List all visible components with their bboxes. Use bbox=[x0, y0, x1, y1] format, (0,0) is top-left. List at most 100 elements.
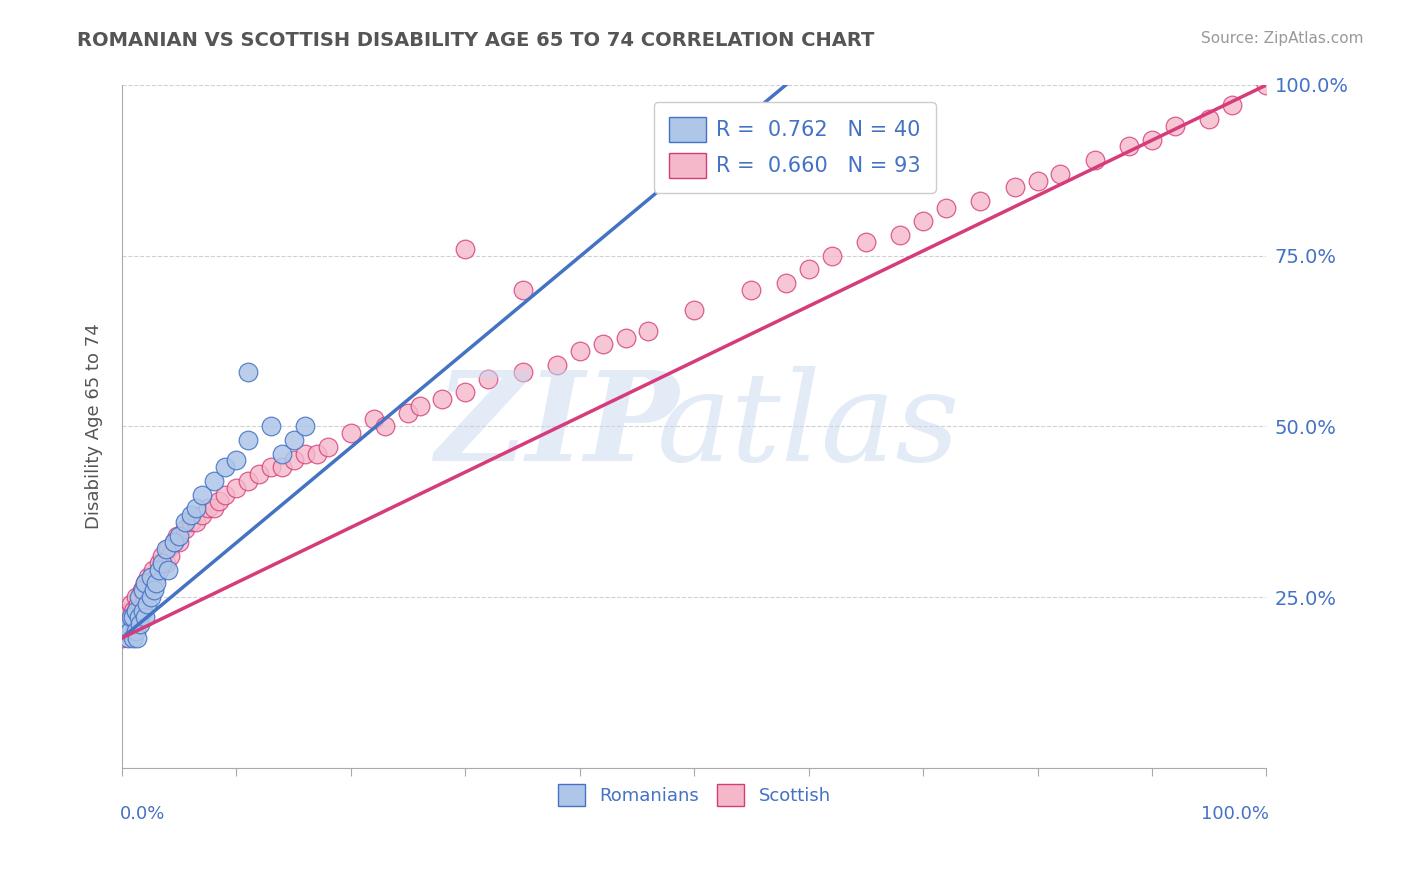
Point bbox=[568, 344, 591, 359]
Point bbox=[363, 412, 385, 426]
Point bbox=[247, 467, 270, 482]
Point bbox=[408, 399, 430, 413]
Point bbox=[145, 569, 167, 583]
Point bbox=[138, 569, 160, 583]
Point bbox=[131, 583, 153, 598]
Point bbox=[1220, 98, 1243, 112]
Point bbox=[125, 590, 148, 604]
Point bbox=[855, 235, 877, 249]
Point bbox=[236, 365, 259, 379]
Point bbox=[174, 522, 197, 536]
Point bbox=[1118, 139, 1140, 153]
Point bbox=[374, 419, 396, 434]
Point bbox=[120, 617, 142, 632]
Point bbox=[236, 474, 259, 488]
Point bbox=[139, 569, 162, 583]
Point bbox=[477, 371, 499, 385]
Point bbox=[142, 563, 165, 577]
Point bbox=[125, 604, 148, 618]
Point bbox=[197, 501, 219, 516]
Point bbox=[969, 194, 991, 208]
Point bbox=[122, 604, 145, 618]
Point bbox=[1004, 180, 1026, 194]
Point bbox=[122, 631, 145, 645]
Point bbox=[136, 597, 159, 611]
Point bbox=[120, 597, 142, 611]
Point bbox=[169, 528, 191, 542]
Point bbox=[283, 453, 305, 467]
Point bbox=[820, 249, 842, 263]
Point bbox=[139, 576, 162, 591]
Text: 0.0%: 0.0% bbox=[120, 805, 165, 823]
Point bbox=[134, 576, 156, 591]
Point bbox=[454, 385, 477, 400]
Point bbox=[125, 604, 148, 618]
Point bbox=[340, 426, 363, 441]
Point bbox=[150, 549, 173, 563]
Point bbox=[125, 624, 148, 639]
Point bbox=[143, 583, 166, 598]
Point bbox=[294, 447, 316, 461]
Point bbox=[114, 617, 136, 632]
Point bbox=[131, 597, 153, 611]
Point bbox=[155, 542, 177, 557]
Point bbox=[117, 624, 139, 639]
Text: Source: ZipAtlas.com: Source: ZipAtlas.com bbox=[1201, 31, 1364, 46]
Point bbox=[214, 460, 236, 475]
Point bbox=[208, 494, 231, 508]
Point bbox=[121, 610, 143, 624]
Point bbox=[134, 576, 156, 591]
Text: atlas: atlas bbox=[657, 366, 960, 487]
Point bbox=[128, 590, 150, 604]
Point bbox=[614, 330, 637, 344]
Point bbox=[191, 508, 214, 522]
Point bbox=[155, 556, 177, 570]
Legend: Romanians, Scottish: Romanians, Scottish bbox=[551, 777, 838, 814]
Point bbox=[1198, 112, 1220, 126]
Point bbox=[260, 419, 283, 434]
Point bbox=[271, 447, 294, 461]
Point bbox=[180, 515, 202, 529]
Point bbox=[260, 460, 283, 475]
Point bbox=[396, 406, 419, 420]
Point bbox=[225, 481, 247, 495]
Point bbox=[174, 515, 197, 529]
Point bbox=[169, 535, 191, 549]
Point bbox=[122, 610, 145, 624]
Point bbox=[271, 460, 294, 475]
Point bbox=[202, 474, 225, 488]
Point bbox=[120, 610, 142, 624]
Point bbox=[111, 631, 134, 645]
Point bbox=[202, 501, 225, 516]
Point bbox=[145, 576, 167, 591]
Point bbox=[797, 262, 820, 277]
Point bbox=[283, 433, 305, 447]
Point bbox=[186, 515, 208, 529]
Point bbox=[156, 563, 179, 577]
Point bbox=[120, 624, 142, 639]
Point bbox=[1256, 78, 1278, 92]
Point bbox=[180, 508, 202, 522]
Point bbox=[225, 453, 247, 467]
Point bbox=[162, 535, 184, 549]
Point bbox=[1164, 119, 1187, 133]
Point bbox=[512, 283, 534, 297]
Point bbox=[1049, 167, 1071, 181]
Point bbox=[316, 440, 339, 454]
Point bbox=[132, 583, 155, 598]
Point bbox=[775, 276, 797, 290]
Text: ZIP: ZIP bbox=[434, 366, 679, 487]
Point bbox=[122, 617, 145, 632]
Text: 100.0%: 100.0% bbox=[1201, 805, 1268, 823]
Point bbox=[162, 535, 184, 549]
Point bbox=[683, 303, 706, 318]
Point bbox=[637, 324, 659, 338]
Point bbox=[129, 590, 152, 604]
Point bbox=[1084, 153, 1107, 167]
Point bbox=[117, 610, 139, 624]
Point bbox=[115, 617, 138, 632]
Point bbox=[125, 631, 148, 645]
Point bbox=[294, 419, 316, 434]
Point bbox=[139, 590, 162, 604]
Point bbox=[131, 583, 153, 598]
